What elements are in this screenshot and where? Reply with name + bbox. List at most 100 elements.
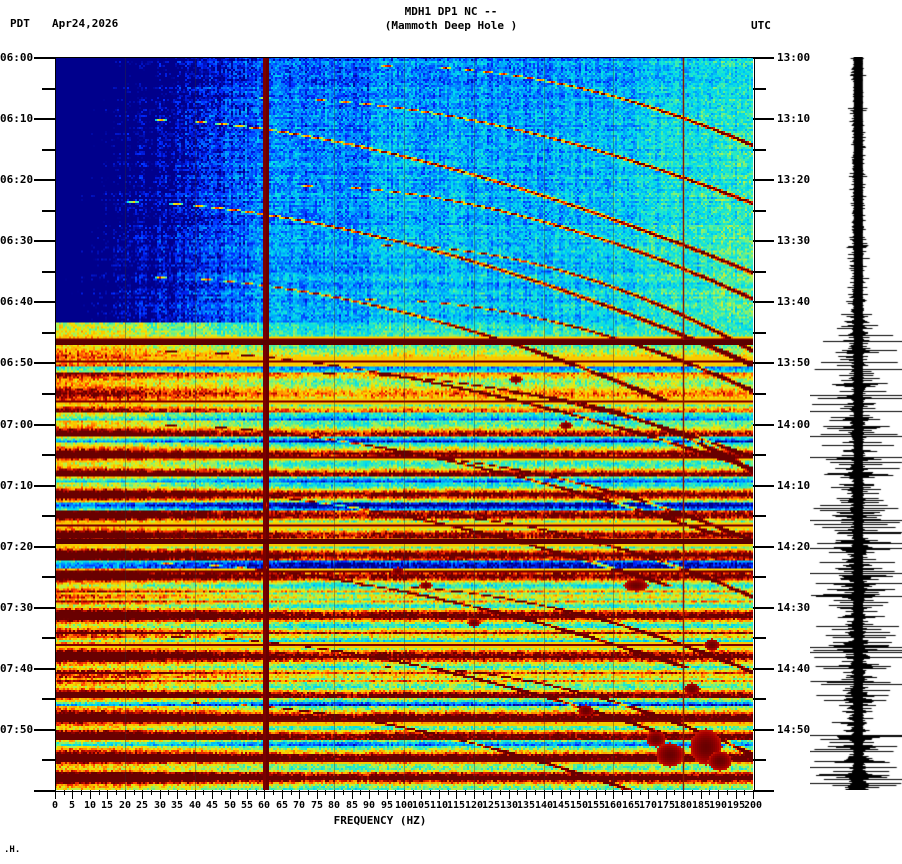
x-axis-major-tick: [509, 790, 510, 799]
y-axis-left-label: 06:50: [0, 356, 34, 369]
x-axis-minor-tick: [325, 790, 326, 795]
x-axis-minor-tick: [674, 790, 675, 795]
x-axis-major-tick: [491, 790, 492, 799]
x-axis-major-tick: [247, 790, 248, 799]
y-axis-left-major-tick: [34, 57, 55, 59]
x-axis-major-tick: [666, 790, 667, 799]
x-axis-minor-tick: [448, 790, 449, 795]
y-axis-right-minor-tick: [753, 515, 766, 517]
y-axis-right-label: 14:50: [777, 723, 811, 736]
x-axis-tick-label: 100: [394, 800, 414, 811]
x-axis-minor-tick: [186, 790, 187, 795]
y-axis-right-major-tick: [753, 424, 774, 426]
y-axis-right-major-tick: [753, 485, 774, 487]
x-axis-minor-tick: [587, 790, 588, 795]
y-axis-left-minor-tick: [42, 332, 55, 334]
spectrogram-plot[interactable]: [55, 57, 753, 790]
x-axis-tick-label: 10: [83, 800, 97, 811]
x-axis-tick-label: 75: [310, 800, 324, 811]
x-axis-major-tick: [142, 790, 143, 799]
x-axis-major-tick: [421, 790, 422, 799]
x-axis-major-tick: [90, 790, 91, 799]
y-axis-left-minor-tick: [42, 698, 55, 700]
y-axis-left-major-tick: [34, 607, 55, 609]
x-axis-major-tick: [195, 790, 196, 799]
x-axis-tick-label: 125: [481, 800, 501, 811]
y-axis-right-minor-tick: [753, 759, 766, 761]
y-axis-left-major-tick: [34, 240, 55, 242]
y-axis-left-major-tick: [34, 729, 55, 731]
x-axis-major-tick: [701, 790, 702, 799]
x-axis-major-tick: [177, 790, 178, 799]
y-axis-right-major-tick: [753, 790, 774, 792]
y-axis-right-minor-tick: [753, 454, 766, 456]
x-axis-major-tick: [404, 790, 405, 799]
x-axis-tick-label: 155: [586, 800, 606, 811]
y-axis-left-label: 07:10: [0, 479, 34, 492]
x-axis-minor-tick: [640, 790, 641, 795]
x-axis-minor-tick: [308, 790, 309, 795]
seismogram-trace-panel[interactable]: [810, 57, 902, 790]
y-axis-left-major-tick: [34, 424, 55, 426]
page-subtitle: (Mammoth Deep Hole ): [384, 19, 518, 32]
y-axis-right-label: 14:10: [777, 479, 811, 492]
y-axis-left-minor-tick: [42, 210, 55, 212]
x-axis-tick-label: 185: [691, 800, 711, 811]
x-axis-minor-tick: [81, 790, 82, 795]
x-axis-tick-label: 80: [327, 800, 341, 811]
x-axis-tick-label: 55: [240, 800, 254, 811]
y-axis-right-major-tick: [753, 546, 774, 548]
x-axis-major-tick: [561, 790, 562, 799]
y-axis-left-label: 07:00: [0, 418, 34, 431]
y-axis-right-major-tick: [753, 118, 774, 120]
x-axis-minor-tick: [430, 790, 431, 795]
x-axis-minor-tick: [238, 790, 239, 795]
x-axis-major-tick: [439, 790, 440, 799]
x-axis-major-tick: [526, 790, 527, 799]
y-axis-right-major-tick: [753, 362, 774, 364]
x-axis-tick-label: 20: [118, 800, 132, 811]
x-axis-minor-tick: [483, 790, 484, 795]
y-axis-right-minor-tick: [753, 393, 766, 395]
y-axis-right-label: 14:40: [777, 662, 811, 675]
y-axis-left-major-tick: [34, 790, 55, 792]
x-axis-minor-tick: [273, 790, 274, 795]
x-axis-tick-label: 195: [726, 800, 746, 811]
x-axis-tick-label: 90: [362, 800, 376, 811]
y-axis-left-minor-tick: [42, 271, 55, 273]
x-axis-tick-label: 70: [292, 800, 306, 811]
y-axis-left-label: 06:10: [0, 112, 34, 125]
x-axis-major-tick: [753, 790, 754, 799]
y-axis-right-label: 14:30: [777, 601, 811, 614]
x-axis-minor-tick: [395, 790, 396, 795]
x-axis-minor-tick: [360, 790, 361, 795]
x-axis-tick-label: 120: [464, 800, 484, 811]
date-label: Apr24,2026: [52, 17, 119, 30]
y-axis-left-minor-tick: [42, 576, 55, 578]
y-axis-right-major-tick: [753, 240, 774, 242]
x-axis-minor-tick: [168, 790, 169, 795]
x-axis-major-tick: [596, 790, 597, 799]
x-axis-major-tick: [613, 790, 614, 799]
x-axis-major-tick: [212, 790, 213, 799]
y-axis-right-major-tick: [753, 607, 774, 609]
x-axis-major-tick: [474, 790, 475, 799]
x-axis-minor-tick: [605, 790, 606, 795]
x-axis-minor-tick: [517, 790, 518, 795]
x-axis-tick-label: 50: [223, 800, 237, 811]
y-axis-right-label: 13:20: [777, 173, 811, 186]
x-axis-tick-label: 65: [275, 800, 289, 811]
x-axis-major-tick: [544, 790, 545, 799]
x-axis-tick-label: 160: [603, 800, 623, 811]
timezone-right-label: UTC: [751, 19, 771, 32]
y-axis-left-major-tick: [34, 668, 55, 670]
x-axis-major-tick: [125, 790, 126, 799]
x-axis-tick-label: 135: [516, 800, 536, 811]
x-axis-major-tick: [72, 790, 73, 799]
y-axis-left-minor-tick: [42, 393, 55, 395]
x-axis-major-tick: [299, 790, 300, 799]
x-axis-tick-label: 0: [51, 800, 59, 811]
x-axis-major-tick: [387, 790, 388, 799]
x-axis-major-tick: [369, 790, 370, 799]
x-axis-minor-tick: [744, 790, 745, 795]
